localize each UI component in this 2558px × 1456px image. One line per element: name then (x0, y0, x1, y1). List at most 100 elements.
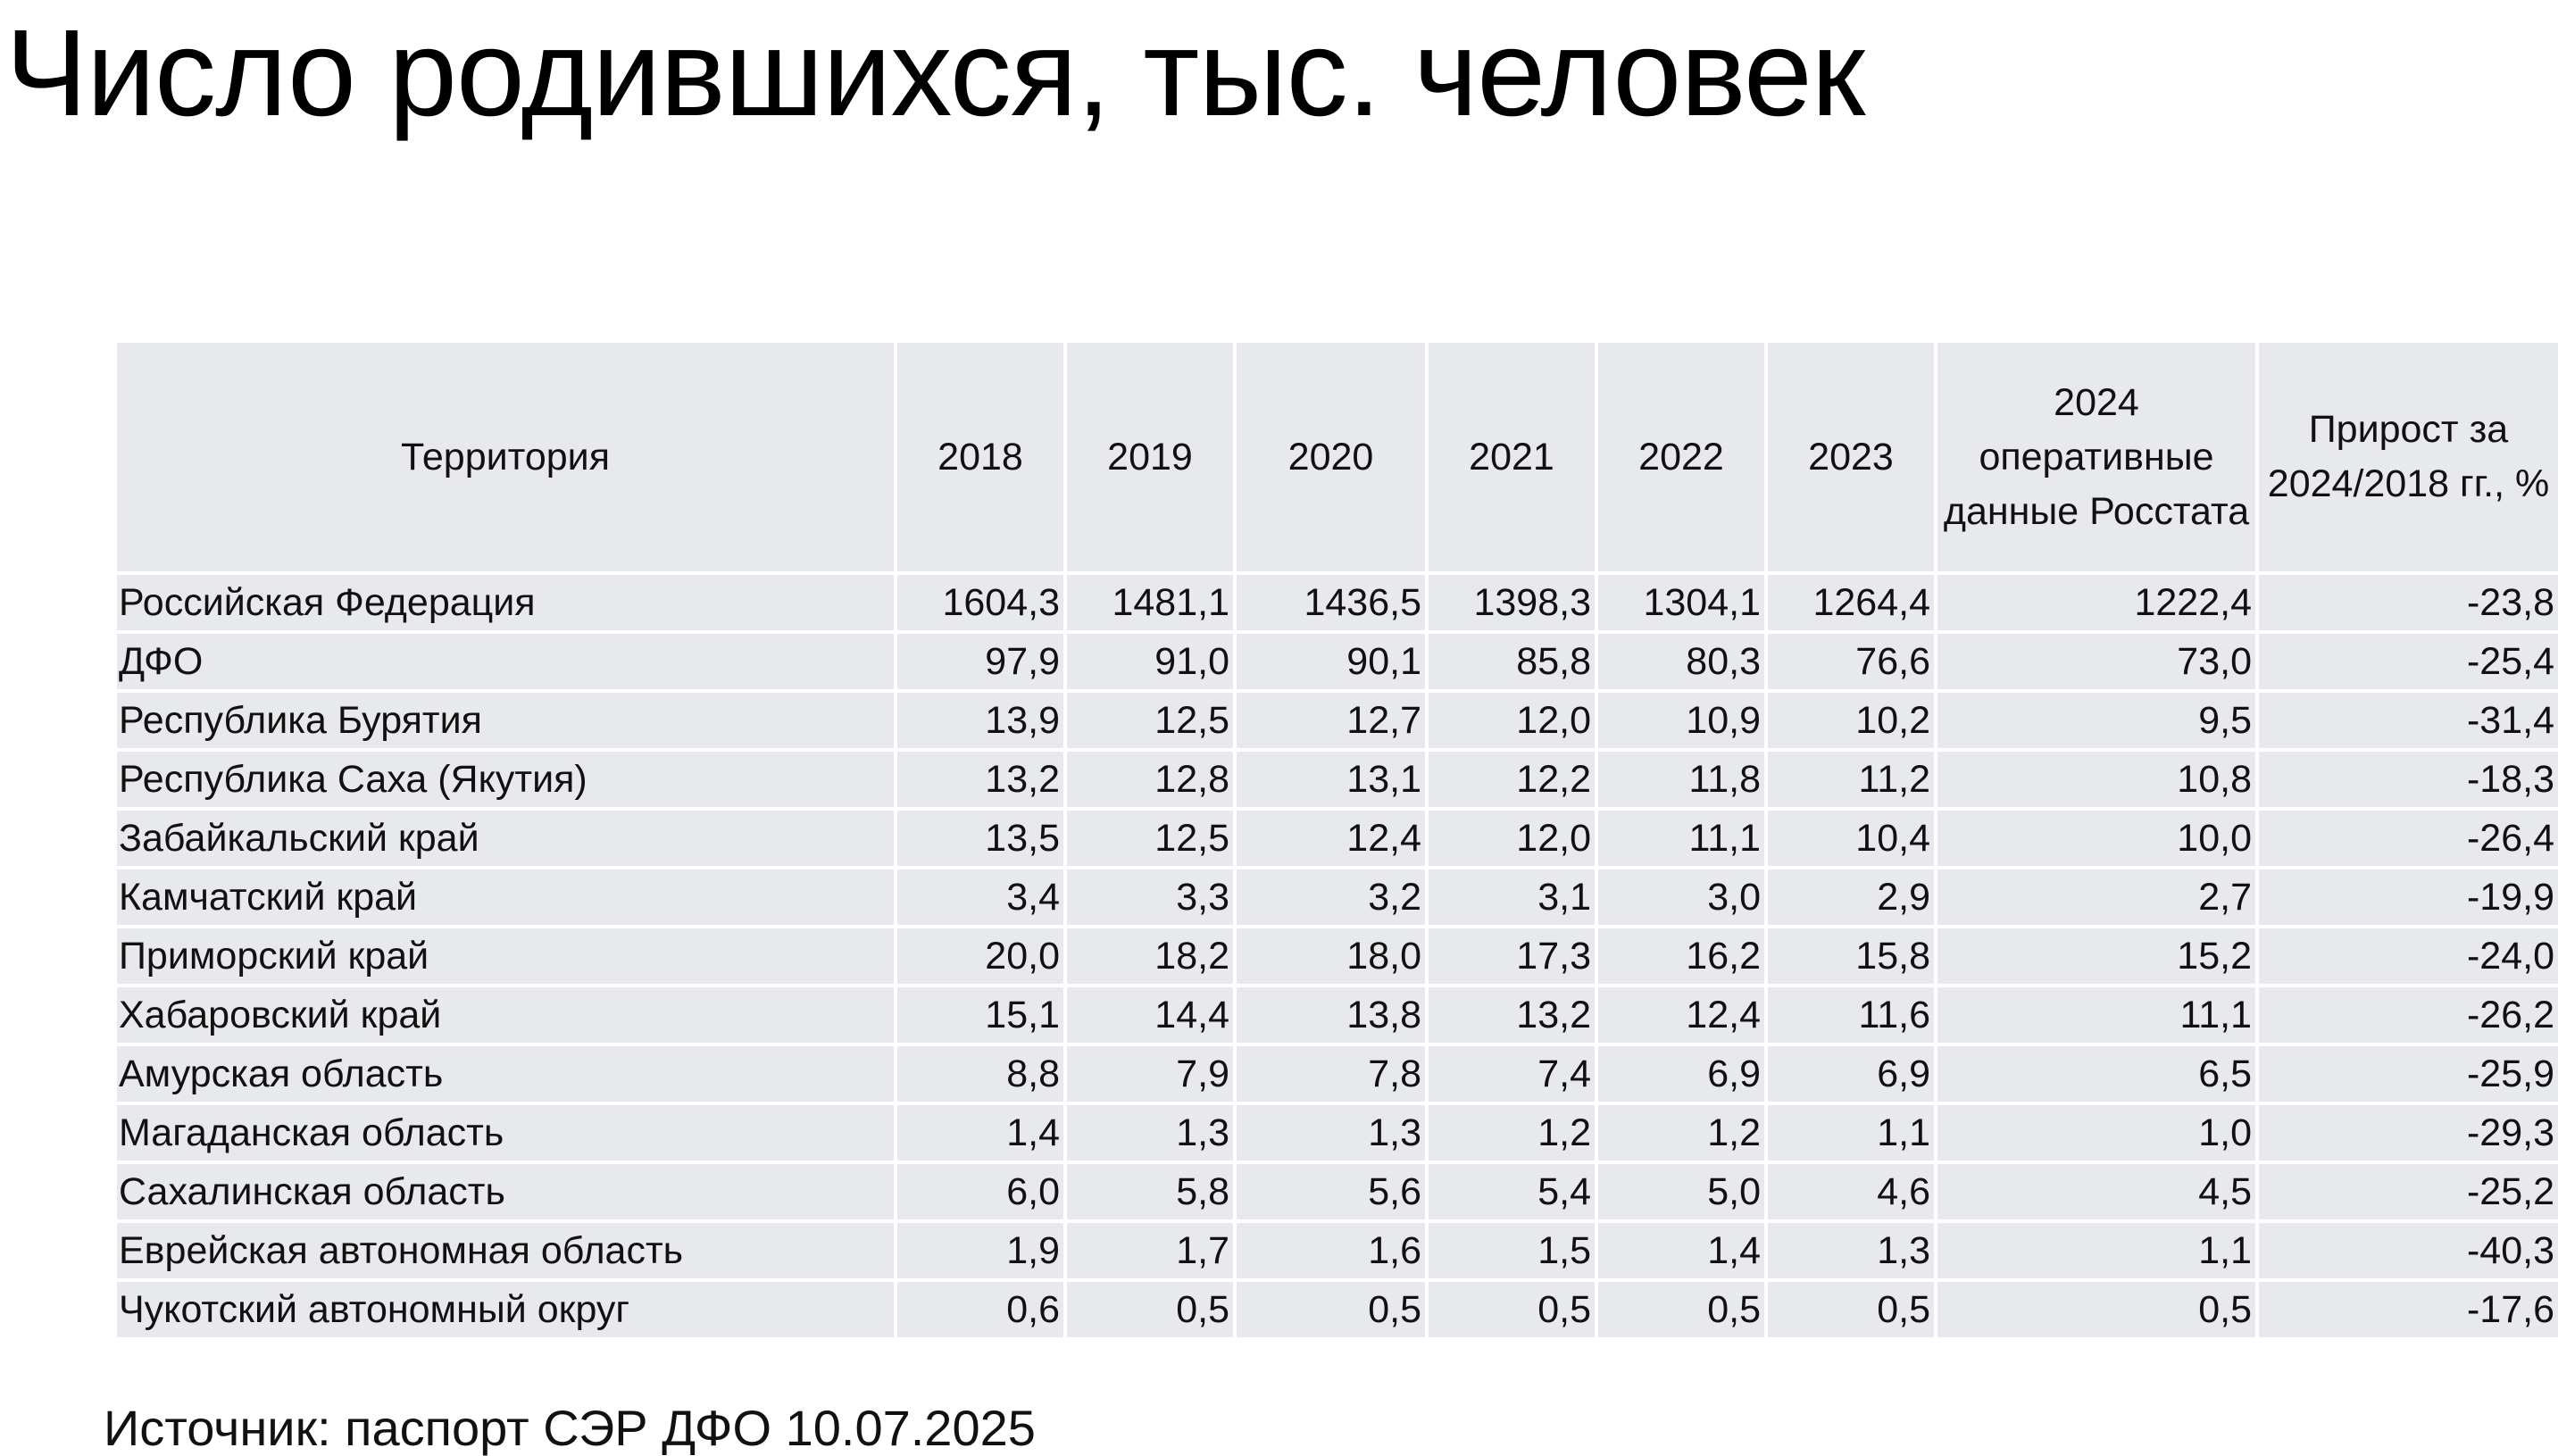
table-cell: 1604,3 (894, 571, 1065, 632)
table-cell: 80,3 (1595, 630, 1766, 691)
table-cell: 13,9 (894, 689, 1065, 750)
table-cell: 1,9 (894, 1219, 1065, 1280)
table-cell: 0,6 (894, 1278, 1065, 1337)
table-row: Сахалинская область 6,0 5,8 5,6 5,4 5,0 4,6 4,5… (117, 1161, 2558, 1221)
table-cell: 15,8 (1764, 925, 1936, 986)
table-cell: 7,8 (1233, 1043, 1427, 1103)
table-cell: 12,5 (1063, 689, 1235, 750)
table-cell: 20,0 (894, 925, 1065, 986)
table-cell: 12,4 (1233, 807, 1427, 868)
table-cell: 4,6 (1764, 1161, 1936, 1221)
table-cell: 6,5 (1934, 1043, 2257, 1103)
header-2018: 2018 (894, 343, 1065, 573)
table-cell: 6,9 (1595, 1043, 1766, 1103)
table-cell: 76,6 (1764, 630, 1936, 691)
table-cell: 0,5 (1233, 1278, 1427, 1337)
table-cell: 15,2 (1934, 925, 2257, 986)
territory-name: Республика Бурятия (117, 689, 896, 750)
table-row: Приморский край 20,0 18,2 18,0 17,3 16,2 15,8 1… (117, 925, 2558, 986)
territory-name: Сахалинская область (117, 1161, 896, 1221)
table-cell: 11,6 (1764, 984, 1936, 1044)
table-cell: 0,5 (1764, 1278, 1936, 1337)
table-cell: 1,4 (1595, 1219, 1766, 1280)
table-cell: 1,5 (1425, 1219, 1596, 1280)
table-row: Российская Федерация 1604,3 1481,1 1436,5 13… (117, 571, 2558, 632)
table-cell: 12,5 (1063, 807, 1235, 868)
table-cell: 0,5 (1063, 1278, 1235, 1337)
table-cell: 7,4 (1425, 1043, 1596, 1103)
territory-name: ДФО (117, 630, 896, 691)
table-cell: 11,1 (1934, 984, 2257, 1044)
table-cell: 97,9 (894, 630, 1065, 691)
table-cell: -25,9 (2255, 1043, 2558, 1103)
table-cell: -40,3 (2255, 1219, 2558, 1280)
table-cell: -17,6 (2255, 1278, 2558, 1337)
table-cell: 10,9 (1595, 689, 1766, 750)
territory-name: Чукотский автономный округ (117, 1278, 896, 1337)
table-cell: 17,3 (1425, 925, 1596, 986)
table-cell: 0,5 (1595, 1278, 1766, 1337)
table-cell: 12,4 (1595, 984, 1766, 1044)
territory-name: Амурская область (117, 1043, 896, 1103)
header-2022: 2022 (1595, 343, 1766, 573)
table-cell: 1481,1 (1063, 571, 1235, 632)
births-table: Территория 2018 2019 2020 2021 2022 2023… (117, 343, 2558, 1337)
territory-name: Хабаровский край (117, 984, 896, 1044)
table-cell: 3,0 (1595, 866, 1766, 927)
header-2019: 2019 (1063, 343, 1235, 573)
table-cell: 9,5 (1934, 689, 2257, 750)
header-2024-operational: 2024 оперативные данные Росстата (1934, 343, 2257, 573)
territory-name: Еврейская автономная область (117, 1219, 896, 1280)
table-cell: 1,4 (894, 1102, 1065, 1162)
territory-name: Приморский край (117, 925, 896, 986)
table-row: Камчатский край 3,4 3,3 3,2 3,1 3,0 2,9 2,7 -19,… (117, 866, 2558, 927)
table-cell: 85,8 (1425, 630, 1596, 691)
table-cell: 12,7 (1233, 689, 1427, 750)
table-cell: 1,3 (1764, 1219, 1936, 1280)
table-cell: 1,2 (1595, 1102, 1766, 1162)
table-cell: -23,8 (2255, 571, 2558, 632)
table-cell: 3,1 (1425, 866, 1596, 927)
table-cell: -24,0 (2255, 925, 2558, 986)
table-cell: 12,8 (1063, 748, 1235, 809)
header-territory: Территория (117, 343, 896, 573)
table-cell: 5,4 (1425, 1161, 1596, 1221)
table-cell: 1222,4 (1934, 571, 2257, 632)
table-row: Чукотский автономный округ 0,6 0,5 0,5 0,5 0,… (117, 1278, 2558, 1337)
territory-name: Забайкальский край (117, 807, 896, 868)
table-row: Забайкальский край 13,5 12,5 12,4 12,0 11,1 10… (117, 807, 2558, 868)
table-cell: 12,0 (1425, 807, 1596, 868)
table-cell: 15,1 (894, 984, 1065, 1044)
table-cell: 13,5 (894, 807, 1065, 868)
table-cell: 12,2 (1425, 748, 1596, 809)
header-growth-percent: Прирост за 2024/2018 гг., % (2255, 343, 2558, 573)
table-cell: 1,6 (1233, 1219, 1427, 1280)
table-header-row: Территория 2018 2019 2020 2021 2022 2023… (117, 343, 2558, 573)
table-cell: 13,1 (1233, 748, 1427, 809)
table-row: Амурская область 8,8 7,9 7,8 7,4 6,9 6,9 6,5 -25… (117, 1043, 2558, 1103)
table-cell: 90,1 (1233, 630, 1427, 691)
table-cell: 6,0 (894, 1161, 1065, 1221)
table-cell: -25,4 (2255, 630, 2558, 691)
table-cell: 18,2 (1063, 925, 1235, 986)
table-cell: 1,1 (1764, 1102, 1936, 1162)
table-cell: 1264,4 (1764, 571, 1936, 632)
table-cell: 11,8 (1595, 748, 1766, 809)
table-cell: -25,2 (2255, 1161, 2558, 1221)
territory-name: Российская Федерация (117, 571, 896, 632)
table-cell: 2,9 (1764, 866, 1936, 927)
table-cell: 5,0 (1595, 1161, 1766, 1221)
table-cell: 4,5 (1934, 1161, 2257, 1221)
table-cell: 8,8 (894, 1043, 1065, 1103)
territory-name: Республика Саха (Якутия) (117, 748, 896, 809)
table-row: Республика Саха (Якутия) 13,2 12,8 13,1 12,2… (117, 748, 2558, 809)
table-cell: 7,9 (1063, 1043, 1235, 1103)
header-2021: 2021 (1425, 343, 1596, 573)
table-cell: 1436,5 (1233, 571, 1427, 632)
header-2020: 2020 (1233, 343, 1427, 573)
table-cell: 1304,1 (1595, 571, 1766, 632)
table-body: Российская Федерация 1604,3 1481,1 1436,5 13… (117, 571, 2558, 1337)
table-cell: 0,5 (1425, 1278, 1596, 1337)
table-row: Республика Бурятия 13,9 12,5 12,7 12,0 10,9 10… (117, 689, 2558, 750)
table-cell: -26,2 (2255, 984, 2558, 1044)
